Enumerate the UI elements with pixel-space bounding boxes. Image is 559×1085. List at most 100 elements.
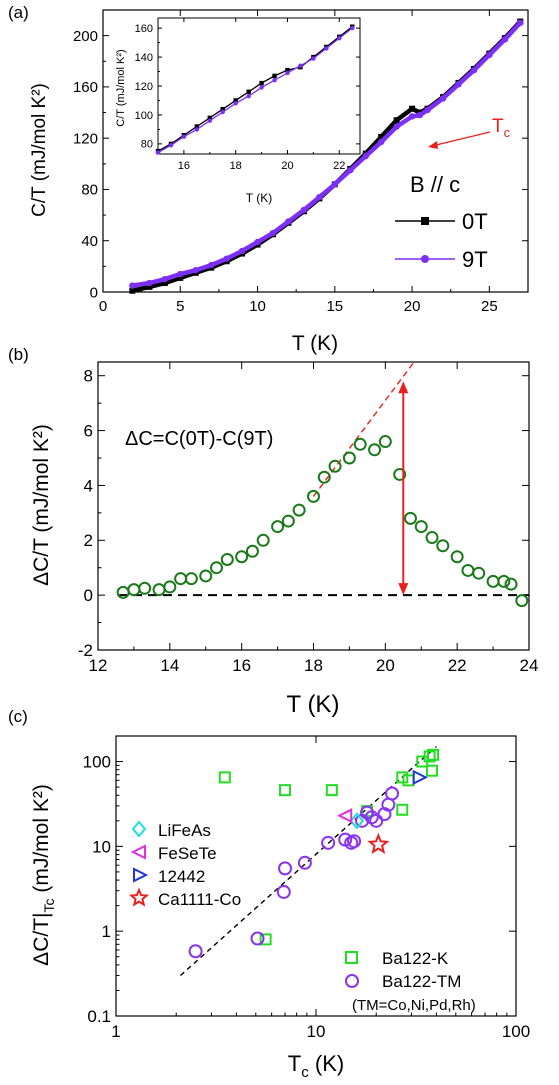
delta-c-point: [281, 514, 295, 528]
ba122k-point: [325, 784, 338, 797]
inset-0t-point: [285, 67, 290, 73]
delta-c-point: [174, 572, 188, 586]
legend-fesete-marker: [130, 844, 146, 860]
delta-c-point: [307, 489, 320, 503]
inset-9t-line: [157, 27, 353, 154]
delta-c-point: [127, 583, 141, 597]
ba122tm-point: [278, 861, 293, 876]
panel-a-label: (a): [8, 3, 29, 22]
ba122tm-point: [297, 855, 312, 870]
delta-c-point: [138, 581, 152, 595]
inset-xlabel: T (K): [246, 191, 272, 205]
y-tick-label: 40: [81, 233, 98, 250]
y-tick-label: 100: [83, 752, 111, 771]
ba122tm-point: [385, 786, 400, 801]
series-9t-point: [238, 247, 246, 255]
y-tick-label: 8: [84, 367, 93, 386]
panel-c-label: (c): [8, 707, 28, 726]
x-tick-label: 16: [232, 656, 251, 675]
panel-b-label: (b): [8, 345, 29, 364]
delta-c-point: [403, 511, 417, 525]
series-9t-point: [300, 206, 308, 214]
inset-9t-point: [298, 63, 303, 68]
series-9t-point: [269, 229, 277, 237]
panel-a-frame: [102, 9, 529, 293]
delta-c-point: [271, 520, 285, 534]
x-tick-label: 12: [89, 656, 108, 675]
delta-c-point: [353, 437, 367, 451]
series-9t-point: [285, 218, 292, 225]
inset-background: [157, 17, 361, 155]
delta-c-point: [245, 544, 259, 558]
field-direction-label: B // c: [410, 172, 460, 197]
x-tick-label: 24: [520, 656, 539, 675]
legend-tm-note: (TM=Co,Ni,Pd,Rh): [352, 997, 476, 1014]
x-tick-label: 15: [326, 298, 343, 315]
series-9t-point: [347, 167, 354, 174]
extrapolation-line: [312, 361, 415, 497]
ba122k-point: [402, 774, 415, 787]
y-tick-label: 120: [135, 81, 153, 93]
inset-9t-point: [233, 101, 238, 106]
series-9t-point: [486, 51, 493, 59]
series-9t-point: [455, 81, 462, 88]
delta-c-point: [436, 539, 450, 553]
tc-arrowhead: [428, 141, 438, 149]
tc-arrow: [431, 131, 491, 147]
inset-0t-point: [246, 89, 251, 94]
x-tick-label: 10: [307, 1022, 326, 1041]
inset-9t-point: [272, 78, 277, 83]
delta-c-point: [414, 520, 428, 534]
panel-c-legend-left: LiFeAs FeSeTe 12442 Ca1111-Co: [128, 820, 241, 909]
panel-b-equation: ΔC=C(0T)-C(9T): [125, 428, 273, 450]
delta-c-point: [184, 572, 198, 586]
y-tick-label: 0: [84, 586, 93, 605]
legend-9t-marker: [421, 255, 429, 263]
delta-c-point: [461, 563, 475, 577]
ba122k-point: [396, 803, 409, 816]
panel-a-legend: 0T 9T: [395, 209, 488, 272]
delta-c-point: [393, 467, 407, 481]
x-tick-label: 18: [304, 656, 323, 675]
y-tick-label: 120: [73, 130, 98, 147]
delta-c-point: [368, 443, 382, 457]
delta-c-point: [342, 451, 356, 465]
inset-plot: 16 18 20 22 80 100 120 140 160 T (K) C/T (mJ/mol…: [115, 17, 361, 205]
x-tick-label: 16: [178, 160, 190, 172]
delta-c-point: [220, 552, 234, 566]
x-tick-label: 20: [376, 656, 395, 675]
delta-c-point: [472, 566, 486, 580]
inset-0t-point: [233, 98, 238, 103]
x-tick-label: 18: [230, 160, 242, 172]
panel-c-xlabel: Tc (K): [288, 1051, 344, 1081]
y-tick-label: 0: [90, 284, 98, 301]
delta-c-point: [515, 594, 529, 608]
x-tick-label: 1: [111, 1022, 120, 1041]
y-tick-label: 100: [135, 110, 153, 122]
ba122tm-point: [276, 884, 291, 899]
ba122tm-point: [188, 944, 203, 959]
series-9t-point: [192, 267, 199, 274]
series-0t-point: [409, 105, 416, 112]
inset-9t-point: [168, 143, 174, 148]
inset-9t-point: [207, 118, 212, 123]
delta-c-point: [199, 569, 213, 583]
ba122tm-point: [347, 834, 362, 849]
series-0t-point: [378, 133, 385, 140]
series-9t-point: [177, 270, 184, 278]
ba122tm-point: [321, 835, 336, 850]
ba122k-point: [259, 933, 272, 946]
inset-9t-point: [194, 127, 200, 132]
delta-c-point: [235, 550, 249, 564]
delta-c-point: [256, 533, 270, 547]
series-9t-point: [207, 261, 215, 269]
x-tick-label: 14: [160, 656, 179, 675]
delta-c-point: [328, 459, 342, 473]
inset-9t-point: [311, 56, 316, 61]
series-9t-point: [331, 181, 339, 188]
delta-c-point: [163, 580, 177, 594]
series-9t-point: [439, 95, 447, 102]
y-tick-label: -2: [78, 641, 93, 660]
